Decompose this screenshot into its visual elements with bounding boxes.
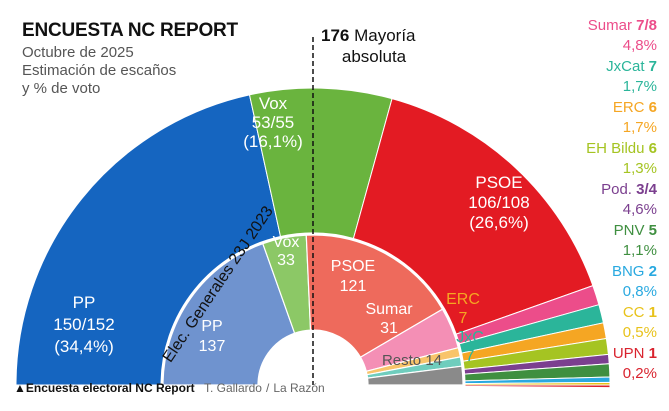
label-pp: PP	[73, 293, 96, 312]
legend-party-label: CC	[622, 304, 649, 321]
legend-party-label: EH Bildu	[586, 140, 649, 157]
legend-party-label: JxCat	[606, 58, 649, 75]
inner-segment-psoe	[305, 234, 444, 359]
legend-party-seats: 6	[648, 140, 657, 157]
inner-segment-pp	[162, 242, 296, 386]
label-2023-psoe: PSOE	[331, 258, 375, 275]
legend-item-bng: BNG 2 0,8%	[517, 262, 657, 303]
label-2023-vox-seats: 33	[277, 252, 295, 269]
legend-party-seats: 5	[648, 222, 657, 239]
label-2023-jxc: JxC	[456, 329, 484, 346]
label-2023-resto: Resto 14	[382, 352, 442, 369]
legend-party-seats: 2	[648, 263, 657, 280]
legend-party-pct: 1,7%	[622, 119, 657, 136]
legend-party-seats: 7	[648, 58, 657, 75]
legend-item-eh-bildu: EH Bildu 6 1,3%	[517, 139, 657, 180]
legend-party-label: BNG	[611, 263, 649, 280]
label-vox-seats: 53/55	[252, 113, 295, 132]
label-2023-pp-seats: 137	[199, 338, 226, 355]
majority-label-line2: absoluta	[342, 47, 407, 66]
legend-party-label: PNV	[613, 222, 649, 239]
majority-label: 176 Mayoría	[321, 26, 416, 45]
triangle-icon: ▲	[14, 381, 26, 395]
label-2023-erc-seats: 7	[459, 310, 468, 327]
label-2023-jxc-seats: 7	[466, 348, 475, 365]
legend-party-name: EH Bildu 6	[517, 139, 657, 159]
legend-item-jxcat: JxCat 7 1,7%	[517, 57, 657, 98]
outer-segment-pp	[15, 94, 282, 386]
legend-party-name: Sumar 7/8	[517, 16, 657, 36]
legend-party-seats: 1	[648, 304, 657, 321]
legend-party-seats: 3/4	[636, 181, 657, 198]
chart-title: ENCUESTA NC REPORT	[22, 20, 238, 41]
label-vox: Vox	[259, 94, 288, 113]
legend-party-name: UPN 1	[517, 344, 657, 364]
legend-party-label: Pod.	[601, 181, 637, 198]
label-pp-seats: 150/152	[53, 315, 114, 334]
credit-separator: /	[265, 381, 270, 395]
legend-party-name: ERC 6	[517, 98, 657, 118]
legend-party-label: UPN	[612, 345, 649, 362]
legend-party-pct: 1,3%	[622, 160, 657, 177]
legend-party-label: Sumar	[587, 17, 637, 34]
legend-party-label: ERC	[612, 99, 649, 116]
legend-item-upn: UPN 1 0,2%	[517, 344, 657, 385]
subtitle-units: y % de voto	[22, 80, 101, 97]
legend-item-pnv: PNV 5 1,1%	[517, 221, 657, 262]
legend-party-pct: 4,8%	[622, 37, 657, 54]
legend-party-pct: 4,6%	[622, 201, 657, 218]
legend-party-pct: 0,2%	[622, 365, 657, 382]
legend-item-pod: Pod. 3/4 4,6%	[517, 180, 657, 221]
outer-segment-upn	[464, 384, 611, 389]
author-credit: T. Gallardo	[203, 381, 262, 395]
label-2023-sumar: Sumar	[365, 301, 413, 318]
legend-item-erc: ERC 6 1,7%	[517, 98, 657, 139]
publisher-credit: La Razón	[273, 381, 325, 395]
legend-minor-parties: Sumar 7/8 4,8% JxCat 7 1,7% ERC 6 1,7% EH Bild…	[517, 16, 657, 385]
legend-party-seats: 1	[648, 345, 657, 362]
label-2023-vox: Vox	[273, 234, 300, 251]
legend-party-pct: 0,8%	[622, 283, 657, 300]
legend-party-seats: 6	[648, 99, 657, 116]
legend-party-pct: 1,7%	[622, 78, 657, 95]
inner-segment-resto	[366, 365, 464, 386]
label-2023-sumar-seats: 31	[380, 320, 398, 337]
label-2023-pp: PP	[201, 318, 222, 335]
legend-party-name: Pod. 3/4	[517, 180, 657, 200]
label-2023-psoe-seats: 121	[340, 278, 367, 295]
label-2023-erc: ERC	[446, 291, 480, 308]
label-pp-pct: (34,4%)	[54, 337, 114, 356]
outer-segment-psoe	[352, 98, 594, 335]
subtitle-description: Estimación de escaños	[22, 62, 177, 79]
label-psoe-seats: 106/108	[468, 193, 529, 212]
legend-item-cc: CC 1 0,5%	[517, 303, 657, 344]
legend-party-seats: 7/8	[636, 17, 657, 34]
label-vox-pct: (16,1%)	[243, 132, 303, 151]
label-psoe: PSOE	[475, 173, 522, 192]
legend-party-pct: 0,5%	[622, 324, 657, 341]
label-psoe-pct: (26,6%)	[469, 213, 529, 232]
legend-party-name: JxCat 7	[517, 57, 657, 77]
legend-party-pct: 1,1%	[622, 242, 657, 259]
legend-party-name: PNV 5	[517, 221, 657, 241]
source-label: Encuesta electoral NC Report	[25, 381, 195, 395]
legend-item-sumar: Sumar 7/8 4,8%	[517, 16, 657, 57]
legend-party-name: BNG 2	[517, 262, 657, 282]
legend-party-name: CC 1	[517, 303, 657, 323]
subtitle-date: Octubre de 2025	[22, 44, 134, 61]
footer-source: ▲Encuesta electoral NC Report T. Gallard…	[14, 381, 325, 395]
